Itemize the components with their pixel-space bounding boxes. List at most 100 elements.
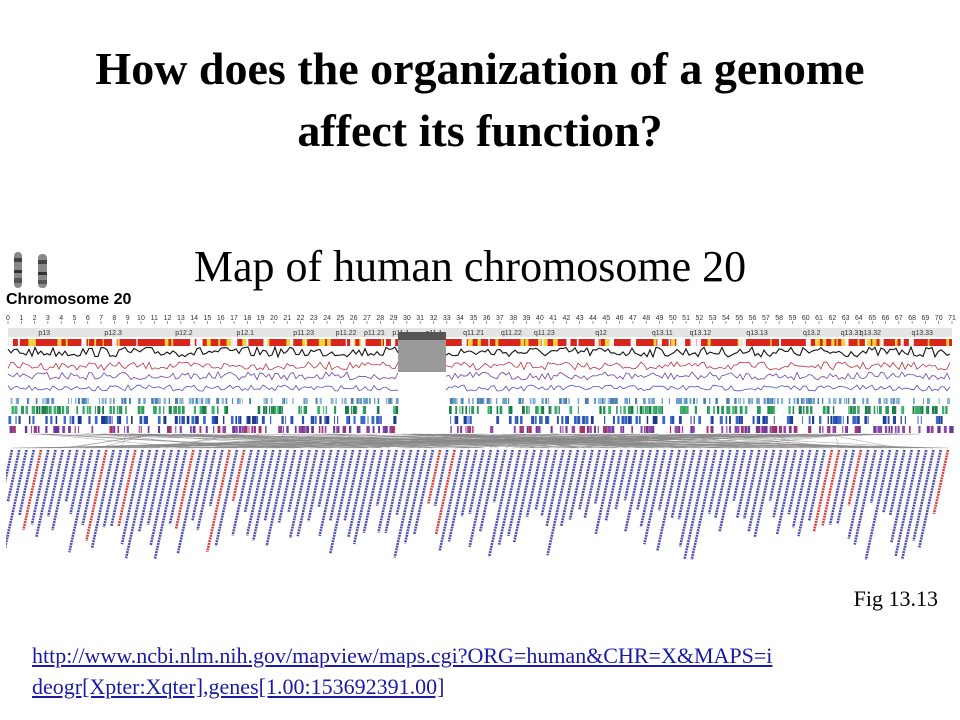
ideogram-stripe — [383, 339, 386, 346]
gene-track-mark — [826, 406, 828, 414]
gene-label-mark — [918, 449, 943, 548]
gene-track-mark — [18, 416, 21, 424]
gene-track-mark — [109, 426, 113, 433]
gene-label-mark — [296, 449, 319, 537]
scale-tick-label: 27 — [363, 315, 371, 322]
gene-track-mark — [496, 406, 499, 414]
gene-track-mark — [116, 416, 119, 424]
scale-tick-label: 13 — [177, 315, 185, 322]
scale-tick-label: 19 — [257, 315, 265, 322]
ideogram-stripe — [352, 339, 356, 346]
gene-label-mark — [791, 449, 812, 528]
gene-track-mark — [74, 426, 76, 433]
gene-track-mark — [10, 398, 13, 404]
source-link-line-1[interactable]: http://www.ncbi.nlm.nih.gov/mapview/maps… — [32, 643, 773, 668]
gene-track-mark — [131, 416, 133, 424]
gene-track-mark — [257, 416, 259, 424]
gene-track-mark — [767, 406, 770, 414]
gene-track-mark — [281, 416, 283, 424]
gene-track-mark — [232, 426, 236, 433]
gene-label-mark — [18, 449, 36, 516]
ideogram-stripe — [171, 339, 174, 346]
gene-track-mark — [812, 398, 815, 404]
gene-label-mark — [882, 449, 899, 513]
gene-track-mark — [292, 398, 294, 404]
gene-track-mark — [867, 406, 870, 414]
gene-label-mark — [888, 449, 906, 516]
gene-track-mark — [143, 398, 146, 404]
gene-label-mark — [102, 449, 123, 528]
gene-track-mark — [140, 416, 142, 424]
gene-track-mark — [358, 426, 361, 433]
band-label: q13.13 — [746, 330, 768, 337]
gene-label-mark — [22, 449, 43, 531]
source-link[interactable]: http://www.ncbi.nlm.nih.gov/mapview/maps… — [32, 640, 932, 702]
gene-track-mark — [947, 398, 950, 404]
gene-label-mark — [46, 449, 65, 517]
gene-track-mark — [363, 398, 366, 404]
gene-track-mark — [344, 406, 348, 414]
gene-track-mark — [186, 416, 190, 424]
gene-track-mark — [286, 426, 289, 433]
gene-track-mark — [336, 426, 340, 433]
gene-track-mark — [792, 406, 795, 414]
gene-track-mark — [625, 398, 629, 404]
gene-track-mark — [628, 416, 631, 424]
gene-track-mark — [239, 398, 241, 404]
gene-track-mark — [758, 398, 760, 404]
gene-track-mark — [837, 416, 840, 424]
gene-track-mark — [461, 406, 464, 414]
gene-track-mark — [138, 398, 141, 404]
gene-track-mark — [393, 416, 396, 424]
gene-track-mark — [737, 426, 740, 433]
gene-track-mark — [937, 416, 940, 424]
gene-label-mark — [707, 449, 725, 515]
gene-track-mark — [489, 398, 492, 404]
ideogram-stripe — [815, 339, 820, 346]
gene-track-mark — [330, 398, 334, 404]
gene-track-mark — [852, 406, 856, 414]
gene-track-mark — [221, 398, 224, 404]
gene-track-mark — [80, 416, 82, 424]
gene-track-mark — [740, 416, 744, 424]
gene-label-mark — [797, 449, 819, 537]
gene-track-mark — [744, 426, 747, 433]
gene-track-mark — [112, 406, 115, 414]
scale-tick-label: 65 — [868, 315, 876, 322]
ideogram-stripe — [946, 339, 949, 346]
scale-tick-label: 5 — [73, 315, 77, 322]
gene-track-mark — [86, 406, 89, 414]
gene-track-mark — [602, 426, 605, 433]
gene-track-mark — [711, 416, 714, 424]
ideogram-stripe — [909, 339, 914, 346]
ideogram-stripe — [102, 339, 104, 346]
gene-track-mark — [306, 426, 309, 433]
scale-tick-label: 12 — [164, 315, 172, 322]
ideogram-stripe — [245, 339, 249, 346]
gene-track-mark — [502, 398, 505, 404]
gene-track-mark — [121, 398, 124, 404]
gene-track-mark — [540, 416, 543, 424]
ideogram-stripe — [392, 339, 396, 346]
gene-track-mark — [35, 398, 38, 404]
ideogram-stripe — [707, 339, 711, 346]
gene-label-mark — [30, 449, 50, 525]
gene-track-mark — [514, 416, 517, 424]
gene-track-mark — [173, 406, 175, 414]
ideogram-stripe — [290, 339, 294, 346]
gene-track-mark — [827, 416, 829, 424]
gene-track-mark — [53, 406, 57, 414]
gene-track-mark — [755, 426, 758, 433]
gene-track-mark — [887, 416, 890, 424]
gene-track-mark — [518, 398, 522, 404]
gene-track-mark — [652, 416, 656, 424]
gene-track-mark — [163, 398, 167, 404]
gene-label-mark — [196, 449, 217, 531]
gene-track-mark — [476, 406, 479, 414]
gene-label-mark — [678, 449, 703, 547]
gene-track-mark — [648, 426, 651, 433]
source-link-line-2[interactable]: deogr[Xpter:Xqter],genes[1.00:153692391.… — [32, 674, 445, 699]
gene-label-mark — [853, 449, 877, 545]
gene-track-mark — [348, 416, 351, 424]
gene-track-mark — [680, 398, 683, 404]
